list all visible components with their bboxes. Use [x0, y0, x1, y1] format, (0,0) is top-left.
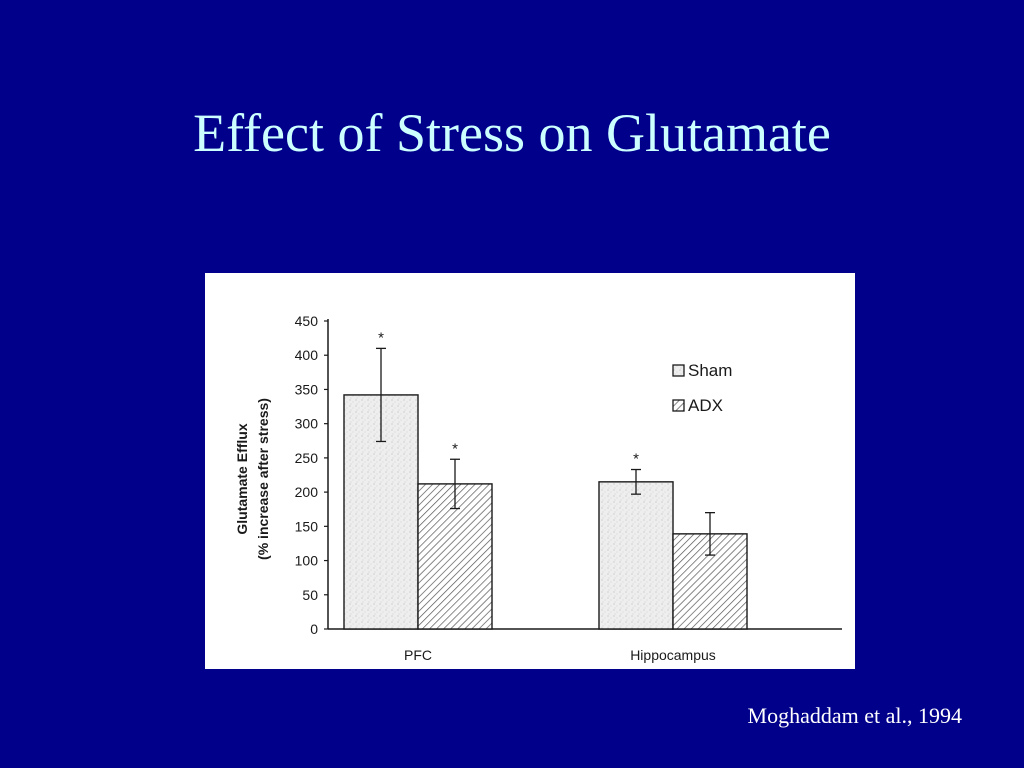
- significance-star: *: [633, 451, 639, 468]
- y-axis-label-line2: (% increase after stress): [255, 398, 271, 560]
- slide-title: Effect of Stress on Glutamate: [193, 103, 831, 163]
- y-tick-label: 450: [295, 313, 319, 329]
- category-label-pfc: PFC: [404, 647, 432, 663]
- y-tick-label: 200: [295, 484, 319, 500]
- bar-sham-hippocampus: [598, 481, 674, 630]
- significance-star: *: [452, 440, 458, 457]
- legend-swatch-sham: [672, 364, 685, 377]
- y-tick-label: 300: [295, 416, 319, 432]
- y-axis-label-line1: Glutamate Efflux: [234, 423, 250, 534]
- chart-figure: 0 50 100 150 200 250 300 350 400 450 Glutamate Eff…: [205, 273, 855, 669]
- y-tick-label: 400: [295, 347, 319, 363]
- y-tick-label: 250: [295, 450, 319, 466]
- bar-chart: 0 50 100 150 200 250 300 350 400 450 Glutamate Eff…: [234, 313, 842, 663]
- citation: Moghaddam et al., 1994: [747, 703, 962, 728]
- y-tick-label: 350: [295, 381, 319, 397]
- legend-swatch-adx: [672, 399, 685, 412]
- y-tick-label: 50: [302, 587, 318, 603]
- legend-label-sham: Sham: [688, 361, 732, 380]
- category-label-hippocampus: Hippocampus: [630, 647, 716, 663]
- significance-star: *: [378, 329, 384, 346]
- y-tick-label: 150: [295, 518, 319, 534]
- y-tick-label: 100: [295, 553, 319, 569]
- legend-label-adx: ADX: [688, 396, 723, 415]
- y-tick-label: 0: [310, 621, 318, 637]
